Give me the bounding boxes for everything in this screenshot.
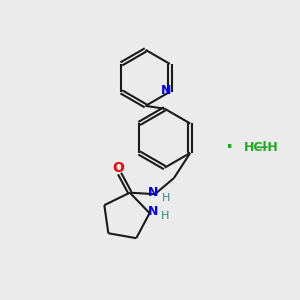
- Text: H: H: [162, 193, 170, 203]
- Text: N: N: [148, 186, 159, 199]
- Text: N: N: [161, 84, 172, 97]
- Text: HCl: HCl: [244, 141, 268, 154]
- Text: ·: ·: [226, 138, 233, 157]
- Text: N: N: [148, 205, 158, 218]
- Text: O: O: [112, 161, 124, 175]
- Text: —H: —H: [255, 141, 278, 154]
- Text: H: H: [161, 211, 169, 221]
